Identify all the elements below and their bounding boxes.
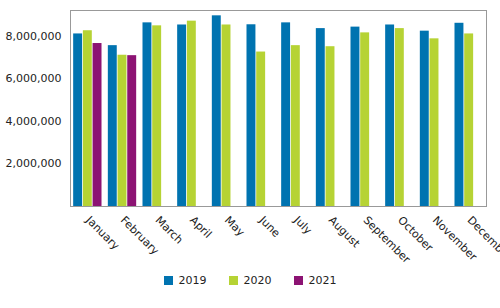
svg-text:4,000,000: 4,000,000 [6, 115, 62, 128]
svg-text:July: July [291, 213, 315, 237]
svg-text:September: September [360, 213, 413, 266]
svg-text:August: August [326, 214, 363, 251]
html-text:2020: 2020 [243, 274, 272, 287]
svg-text:June: June [256, 213, 283, 240]
svg-text:2,000,000: 2,000,000 [6, 157, 62, 170]
html-text:2021: 2021 [308, 274, 337, 287]
svg-text:March: March [153, 214, 186, 247]
svg-text:April: April [187, 214, 214, 241]
svg-text:8,000,000: 8,000,000 [6, 30, 62, 43]
svg-text:6,000,000: 6,000,000 [6, 72, 62, 85]
svg-text:November: November [429, 213, 480, 264]
svg-text:February: February [117, 213, 162, 258]
svg-text:October: October [395, 214, 436, 255]
svg-text:December: December [465, 214, 500, 264]
html-text:2019: 2019 [178, 274, 207, 287]
svg-text:January: January [83, 213, 123, 253]
svg-text:May: May [222, 214, 248, 240]
